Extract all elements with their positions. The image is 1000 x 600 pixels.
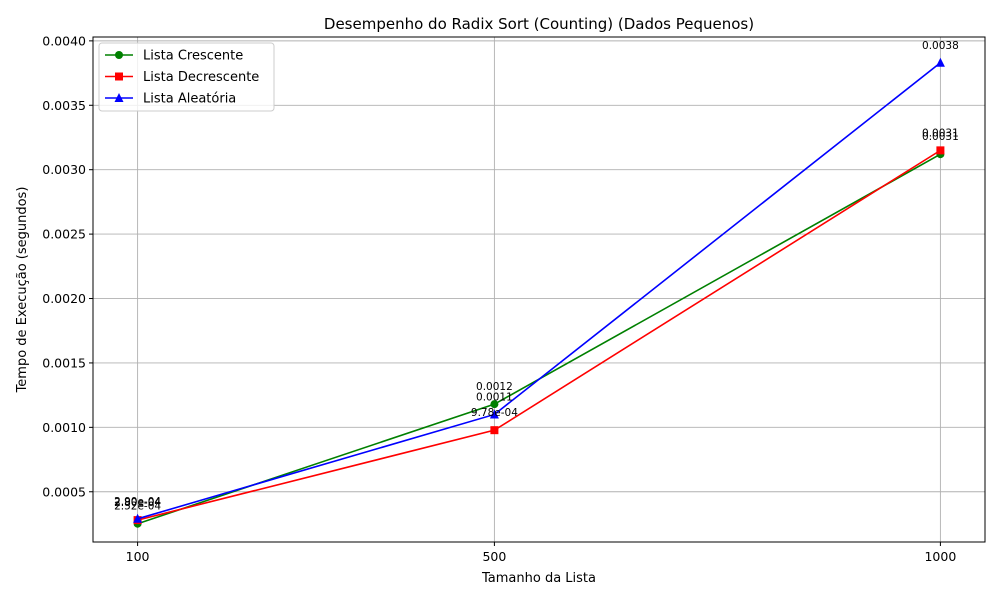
legend-label: Lista Crescente [143, 49, 243, 64]
data-point [490, 400, 499, 409]
legend-item: Lista Aleatória [105, 92, 236, 107]
legend-item: Lista Crescente [105, 49, 243, 64]
legend-label: Lista Decrescente [143, 70, 259, 85]
legend-item: Lista Decrescente [105, 70, 259, 85]
series-line [137, 153, 941, 525]
data-label: 0.0031 [922, 127, 959, 139]
y-tick-label: 0.0005 [42, 484, 86, 499]
data-point [490, 426, 499, 435]
data-label: 2.90e-04 [114, 496, 161, 508]
data-point [936, 146, 945, 155]
plot-frame [92, 36, 986, 543]
series-line [137, 62, 941, 520]
x-tick-label: 1000 [924, 549, 956, 564]
x-tick-label: 100 [126, 549, 150, 564]
y-axis-label: Tempo de Execução (segundos) [15, 187, 30, 394]
y-tick-label: 0.0010 [42, 420, 86, 435]
series-line [137, 149, 941, 521]
y-tick-label: 0.0030 [42, 162, 86, 177]
legend: Lista Crescente Lista Decrescente Lista Al… [98, 42, 275, 112]
data-point [133, 513, 143, 523]
data-point [935, 57, 945, 67]
series-3 [133, 57, 945, 523]
data-label: 0.0012 [476, 381, 513, 393]
legend-box [98, 42, 275, 112]
y-tick-label: 0.0040 [42, 33, 86, 48]
x-axis-label: Tamanho da Lista [481, 571, 596, 586]
legend-marker [115, 51, 123, 59]
data-label: 0.0011 [476, 391, 513, 403]
x-tick-label: 500 [482, 549, 506, 564]
data-label: 0.0038 [922, 40, 959, 52]
grid-layer [93, 37, 985, 542]
legend-marker [115, 72, 123, 81]
data-label: 2.80e-04 [114, 497, 161, 509]
data-label: 0.0031 [922, 131, 959, 143]
series-1 [133, 150, 945, 528]
ticks-layer: 100 500 1000 0.0005 0.0010 0.0015 0.0020 0.0025… [42, 33, 956, 564]
legend-label: Lista Aleatória [143, 92, 236, 107]
legend-marker [114, 93, 124, 102]
data-labels-layer: 2.52e-04 0.0012 0.0031 2.80e-04 9.78e-04 0.00… [114, 40, 959, 513]
chart-title: Desempenho do Radix Sort (Counting) (Dad… [324, 15, 754, 33]
data-label: 9.78e-04 [471, 407, 518, 419]
series-2 [133, 146, 945, 525]
y-tick-label: 0.0015 [42, 355, 86, 370]
y-tick-label: 0.0035 [42, 98, 86, 113]
y-tick-label: 0.0025 [42, 227, 86, 242]
data-label: 2.52e-04 [114, 501, 161, 513]
y-tick-label: 0.0020 [42, 291, 86, 306]
series-layer [133, 57, 945, 528]
data-point [489, 409, 499, 419]
